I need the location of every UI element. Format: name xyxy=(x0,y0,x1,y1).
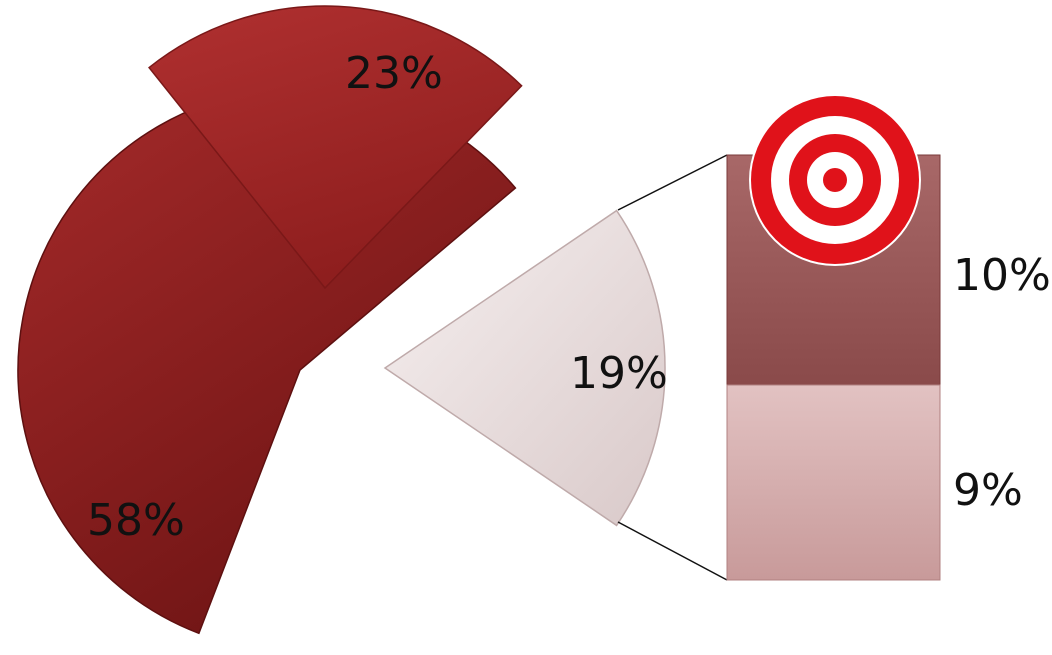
target-icon xyxy=(749,94,921,266)
slice-label-58: 58% xyxy=(87,495,185,546)
connector-lines xyxy=(617,154,728,581)
pie-slice-23 xyxy=(148,5,523,290)
pie-slices xyxy=(17,5,666,635)
connector-line-top xyxy=(617,154,728,211)
bar-label-10: 10% xyxy=(953,250,1051,301)
connector-line-bottom xyxy=(617,521,728,581)
slice-label-23: 23% xyxy=(345,48,443,99)
slice-label-19: 19% xyxy=(570,348,668,399)
pie-slice-19 xyxy=(383,209,666,527)
bar-segment-9 xyxy=(726,384,941,581)
bar-label-9: 9% xyxy=(953,465,1023,516)
